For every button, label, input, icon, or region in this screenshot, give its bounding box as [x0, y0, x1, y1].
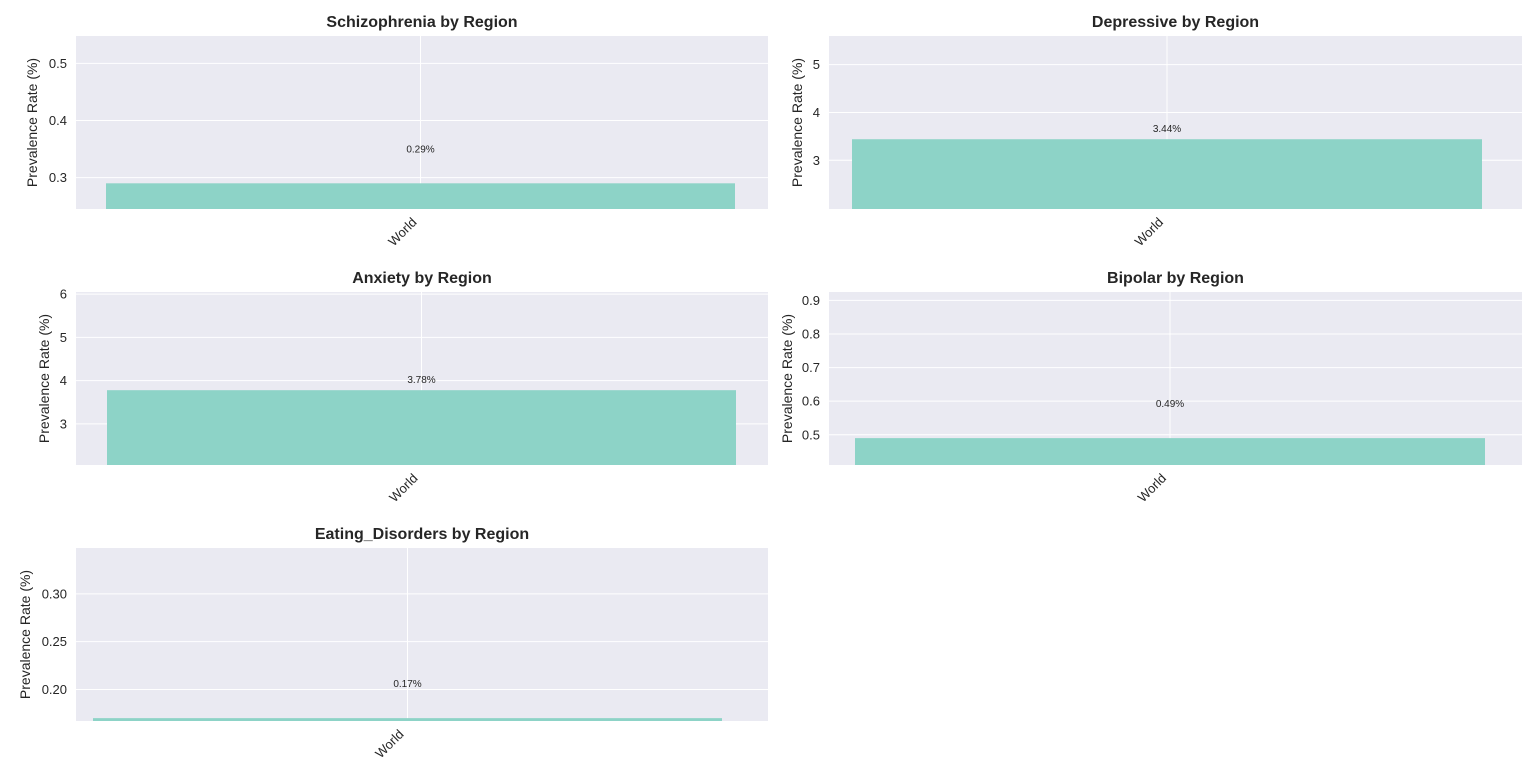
y-tick-label: 4: [813, 105, 820, 120]
chart-panel-1: 0.3 0.4 0.5 0.29% World Schizophrenia by Regi…: [24, 14, 768, 249]
y-tick-label: 0.6: [802, 394, 820, 409]
chart-panel-4: 0.5 0.6 0.7 0.8 0.9 0.49% World Bipolar by Regi…: [779, 270, 1522, 505]
chart-panel-5: 0.20 0.25 0.30 0.17% World Eating_Disorders b…: [17, 526, 768, 759]
y-tick-label: 3: [813, 153, 820, 168]
x-tick-label: World: [385, 215, 419, 249]
chart-title: Anxiety by Region: [352, 270, 492, 287]
y-axis-label: Prevalence Rate (%): [36, 314, 52, 443]
chart-panel-2: 3 4 5 3.44% World Depressive by Region Prevale…: [789, 14, 1522, 249]
plot-area: [76, 36, 768, 209]
y-tick-label: 0.25: [42, 634, 67, 649]
y-tick-label: 0.30: [42, 586, 67, 601]
y-tick-label: 3: [60, 416, 67, 431]
y-tick-label: 0.8: [802, 326, 820, 341]
y-tick-label: 5: [813, 57, 820, 72]
plot-area: [829, 292, 1522, 465]
y-tick-label: 0.20: [42, 682, 67, 697]
y-axis-label: Prevalence Rate (%): [779, 314, 795, 443]
x-tick-label: World: [1135, 471, 1169, 505]
y-tick-label: 4: [60, 373, 67, 388]
y-tick-label: 6: [60, 287, 67, 302]
bar: [93, 718, 722, 721]
y-tick-label: 0.3: [49, 170, 67, 185]
chart-title: Eating_Disorders by Region: [315, 526, 529, 543]
chart-panel-3: 3 4 5 6 3.78% World Anxiety by Region Prevalenc…: [36, 270, 768, 505]
y-tick-label: 0.5: [49, 56, 67, 71]
x-tick-label: World: [386, 471, 420, 505]
bar: [852, 139, 1482, 209]
data-label: 0.49%: [1156, 399, 1184, 410]
chart-title: Bipolar by Region: [1107, 270, 1244, 287]
x-tick-label: World: [1132, 215, 1166, 249]
data-label: 3.78%: [407, 375, 435, 386]
data-label: 0.29%: [406, 144, 434, 155]
y-tick-label: 0.4: [49, 113, 67, 128]
y-tick-label: 5: [60, 330, 67, 345]
data-label: 0.17%: [393, 679, 421, 690]
data-label: 3.44%: [1153, 124, 1181, 135]
chart-title: Depressive by Region: [1092, 14, 1259, 31]
x-tick-label: World: [372, 727, 406, 759]
y-tick-label: 0.5: [802, 427, 820, 442]
bar: [106, 183, 735, 209]
y-axis-label: Prevalence Rate (%): [789, 58, 805, 187]
y-tick-label: 0.7: [802, 360, 820, 375]
chart-title: Schizophrenia by Region: [326, 14, 517, 31]
y-axis-label: Prevalence Rate (%): [17, 570, 33, 699]
bar: [855, 438, 1485, 465]
y-tick-label: 0.9: [802, 293, 820, 308]
bar: [107, 390, 736, 465]
y-axis-label: Prevalence Rate (%): [24, 58, 40, 187]
plot-area: [76, 548, 768, 721]
